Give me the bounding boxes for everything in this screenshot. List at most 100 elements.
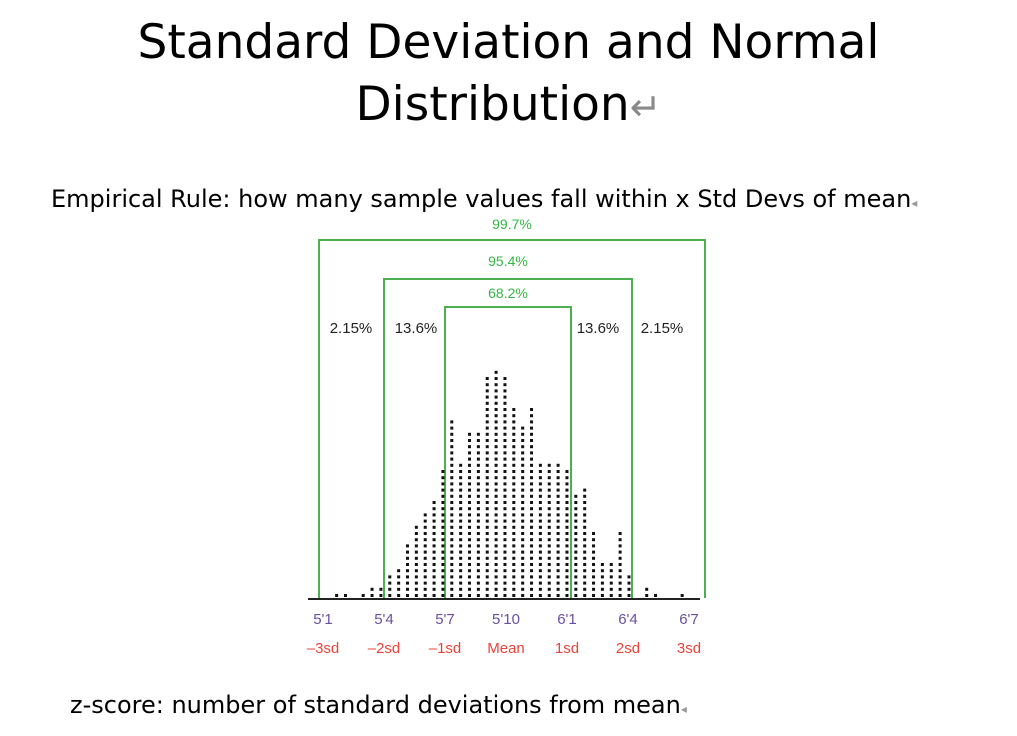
data-dot xyxy=(441,563,445,566)
data-dot xyxy=(556,550,560,554)
data-dot xyxy=(450,476,454,480)
data-dot xyxy=(556,513,560,517)
data-dot xyxy=(583,513,587,517)
data-dot xyxy=(397,587,401,591)
data-dot xyxy=(530,488,534,492)
data-dot xyxy=(405,587,409,591)
data-dot xyxy=(583,581,587,585)
sd-tick-label: –2sd xyxy=(368,640,401,657)
data-dot xyxy=(503,457,507,461)
data-dot xyxy=(512,470,516,473)
data-dot xyxy=(476,507,480,511)
bracket-1 xyxy=(318,239,706,598)
data-dot xyxy=(556,544,560,548)
data-dot xyxy=(512,445,516,449)
data-dot xyxy=(583,494,587,498)
data-dot xyxy=(565,519,569,523)
data-dot xyxy=(530,507,534,511)
slide-footer: z-score: number of standard deviations f… xyxy=(70,689,687,725)
sd-tick-label: –1sd xyxy=(429,640,462,657)
data-dot xyxy=(503,556,507,560)
slide-title: Standard Deviation and Normal Distributi… xyxy=(0,12,1017,138)
data-dot xyxy=(494,457,498,461)
data-dot xyxy=(618,575,622,579)
data-dot xyxy=(556,556,560,560)
data-dot xyxy=(432,581,436,585)
data-dot xyxy=(512,519,516,523)
data-dot xyxy=(503,513,507,517)
data-dot xyxy=(432,538,436,542)
data-dot xyxy=(538,494,542,498)
data-dot xyxy=(530,426,534,430)
data-dot xyxy=(556,581,560,585)
data-dot xyxy=(583,550,587,554)
data-dot xyxy=(494,569,498,573)
data-dot xyxy=(521,494,525,498)
data-dot xyxy=(503,581,507,585)
data-dot xyxy=(512,451,516,455)
data-dot xyxy=(583,519,587,523)
data-dot xyxy=(592,581,596,585)
data-dot xyxy=(485,532,489,535)
data-dot xyxy=(459,470,463,473)
data-dot xyxy=(485,563,489,566)
data-dot xyxy=(494,445,498,449)
data-dot xyxy=(503,532,507,535)
data-dot xyxy=(503,395,507,399)
data-dot xyxy=(494,488,498,492)
data-dot xyxy=(530,519,534,523)
data-dot xyxy=(592,550,596,554)
height-tick-label: 5'7 xyxy=(435,611,455,628)
data-dot xyxy=(423,550,427,554)
data-dot xyxy=(494,575,498,579)
slide-footer-text: z-score: number of standard deviations f… xyxy=(70,691,681,719)
data-dot xyxy=(503,563,507,566)
data-dot xyxy=(503,482,507,486)
data-dot xyxy=(503,432,507,436)
data-dot xyxy=(485,569,489,573)
region-label: 13.6% xyxy=(395,320,438,337)
data-dot xyxy=(485,488,489,492)
data-dot xyxy=(485,556,489,560)
data-dot xyxy=(565,482,569,486)
data-dot xyxy=(592,532,596,535)
sd-tick-label: Mean xyxy=(487,640,525,657)
data-dot xyxy=(503,575,507,579)
data-dot xyxy=(450,513,454,517)
data-dot xyxy=(592,569,596,573)
data-dot xyxy=(530,587,534,591)
data-dot xyxy=(335,594,339,597)
data-dot xyxy=(547,482,551,486)
data-dot xyxy=(441,519,445,523)
data-dot xyxy=(432,587,436,591)
data-dot xyxy=(503,383,507,387)
data-dot xyxy=(397,581,401,585)
data-dot xyxy=(476,556,480,560)
data-dot xyxy=(414,550,418,554)
data-dot xyxy=(476,538,480,542)
data-dot xyxy=(423,513,427,517)
data-dot xyxy=(459,501,463,504)
data-dot xyxy=(547,563,551,566)
data-dot xyxy=(574,594,578,597)
data-dot xyxy=(618,532,622,535)
data-dot xyxy=(476,513,480,517)
data-dot xyxy=(538,519,542,523)
data-dot xyxy=(450,575,454,579)
data-dot xyxy=(370,594,374,597)
data-dot xyxy=(414,563,418,566)
data-dot xyxy=(503,569,507,573)
data-dot xyxy=(618,550,622,554)
data-dot xyxy=(459,544,463,548)
data-dot xyxy=(565,525,569,529)
data-dot xyxy=(574,501,578,504)
data-dot xyxy=(423,587,427,591)
data-dot xyxy=(423,544,427,548)
data-dot xyxy=(414,569,418,573)
dot-group xyxy=(335,370,684,597)
data-dot xyxy=(503,470,507,473)
sd-tick-label: –3sd xyxy=(307,640,340,657)
data-dot xyxy=(432,532,436,535)
data-dot xyxy=(468,550,472,554)
data-dot xyxy=(512,457,516,461)
